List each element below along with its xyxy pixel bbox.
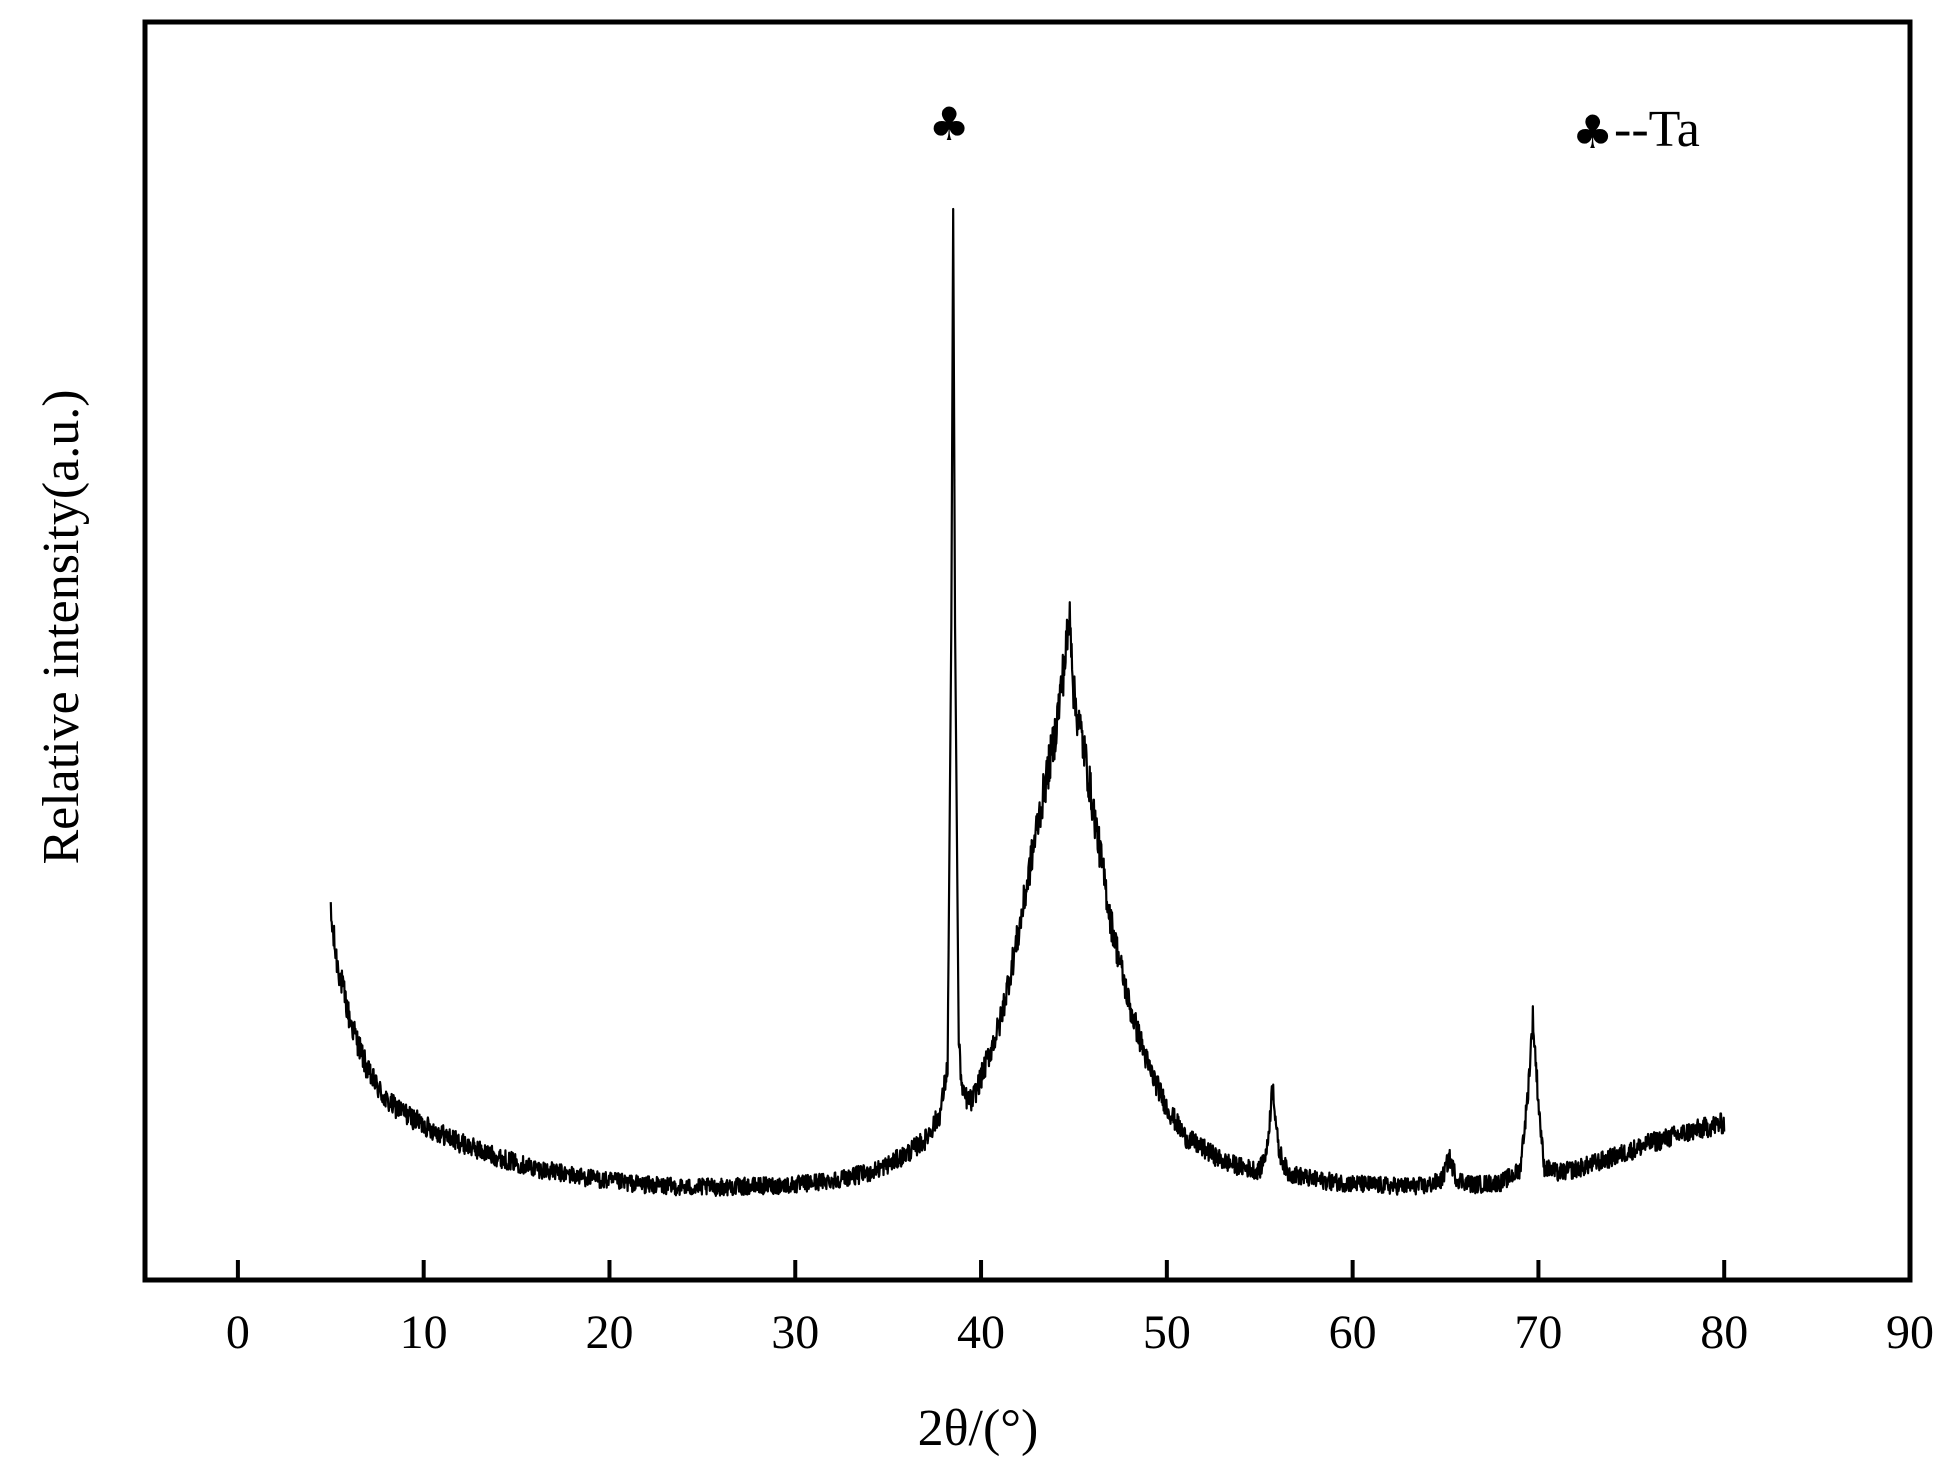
x-tick-label-70: 70	[1514, 1306, 1562, 1359]
x-tick-label-80: 80	[1700, 1306, 1748, 1359]
x-tick-label-40: 40	[957, 1306, 1005, 1359]
x-tick-label-0: 0	[226, 1306, 250, 1359]
peak-annotations: ♣	[929, 97, 970, 151]
legend: ♣ --Ta	[1572, 101, 1700, 159]
x-axis-tick-labels: 0 10 20 30 40 50 60 70 80 90	[226, 1306, 1934, 1359]
peak-marker-0: ♣	[929, 97, 970, 151]
legend-marker: ♣	[1572, 105, 1613, 159]
x-axis-ticks	[235, 1260, 1727, 1280]
x-tick-label-20: 20	[585, 1306, 633, 1359]
y-axis-title: Relative intensity(a.u.)	[33, 389, 90, 864]
plot-frame	[142, 19, 1913, 1283]
x-tick-label-30: 30	[771, 1306, 819, 1359]
legend-label: --Ta	[1614, 101, 1700, 158]
x-tick-label-10: 10	[400, 1306, 448, 1359]
x-tick-label-60: 60	[1329, 1306, 1377, 1359]
diffraction-pattern-line	[329, 207, 1726, 1197]
x-tick-label-90: 90	[1886, 1306, 1934, 1359]
x-axis-title: 2θ/(°)	[918, 1400, 1039, 1457]
x-tick-label-50: 50	[1143, 1306, 1191, 1359]
